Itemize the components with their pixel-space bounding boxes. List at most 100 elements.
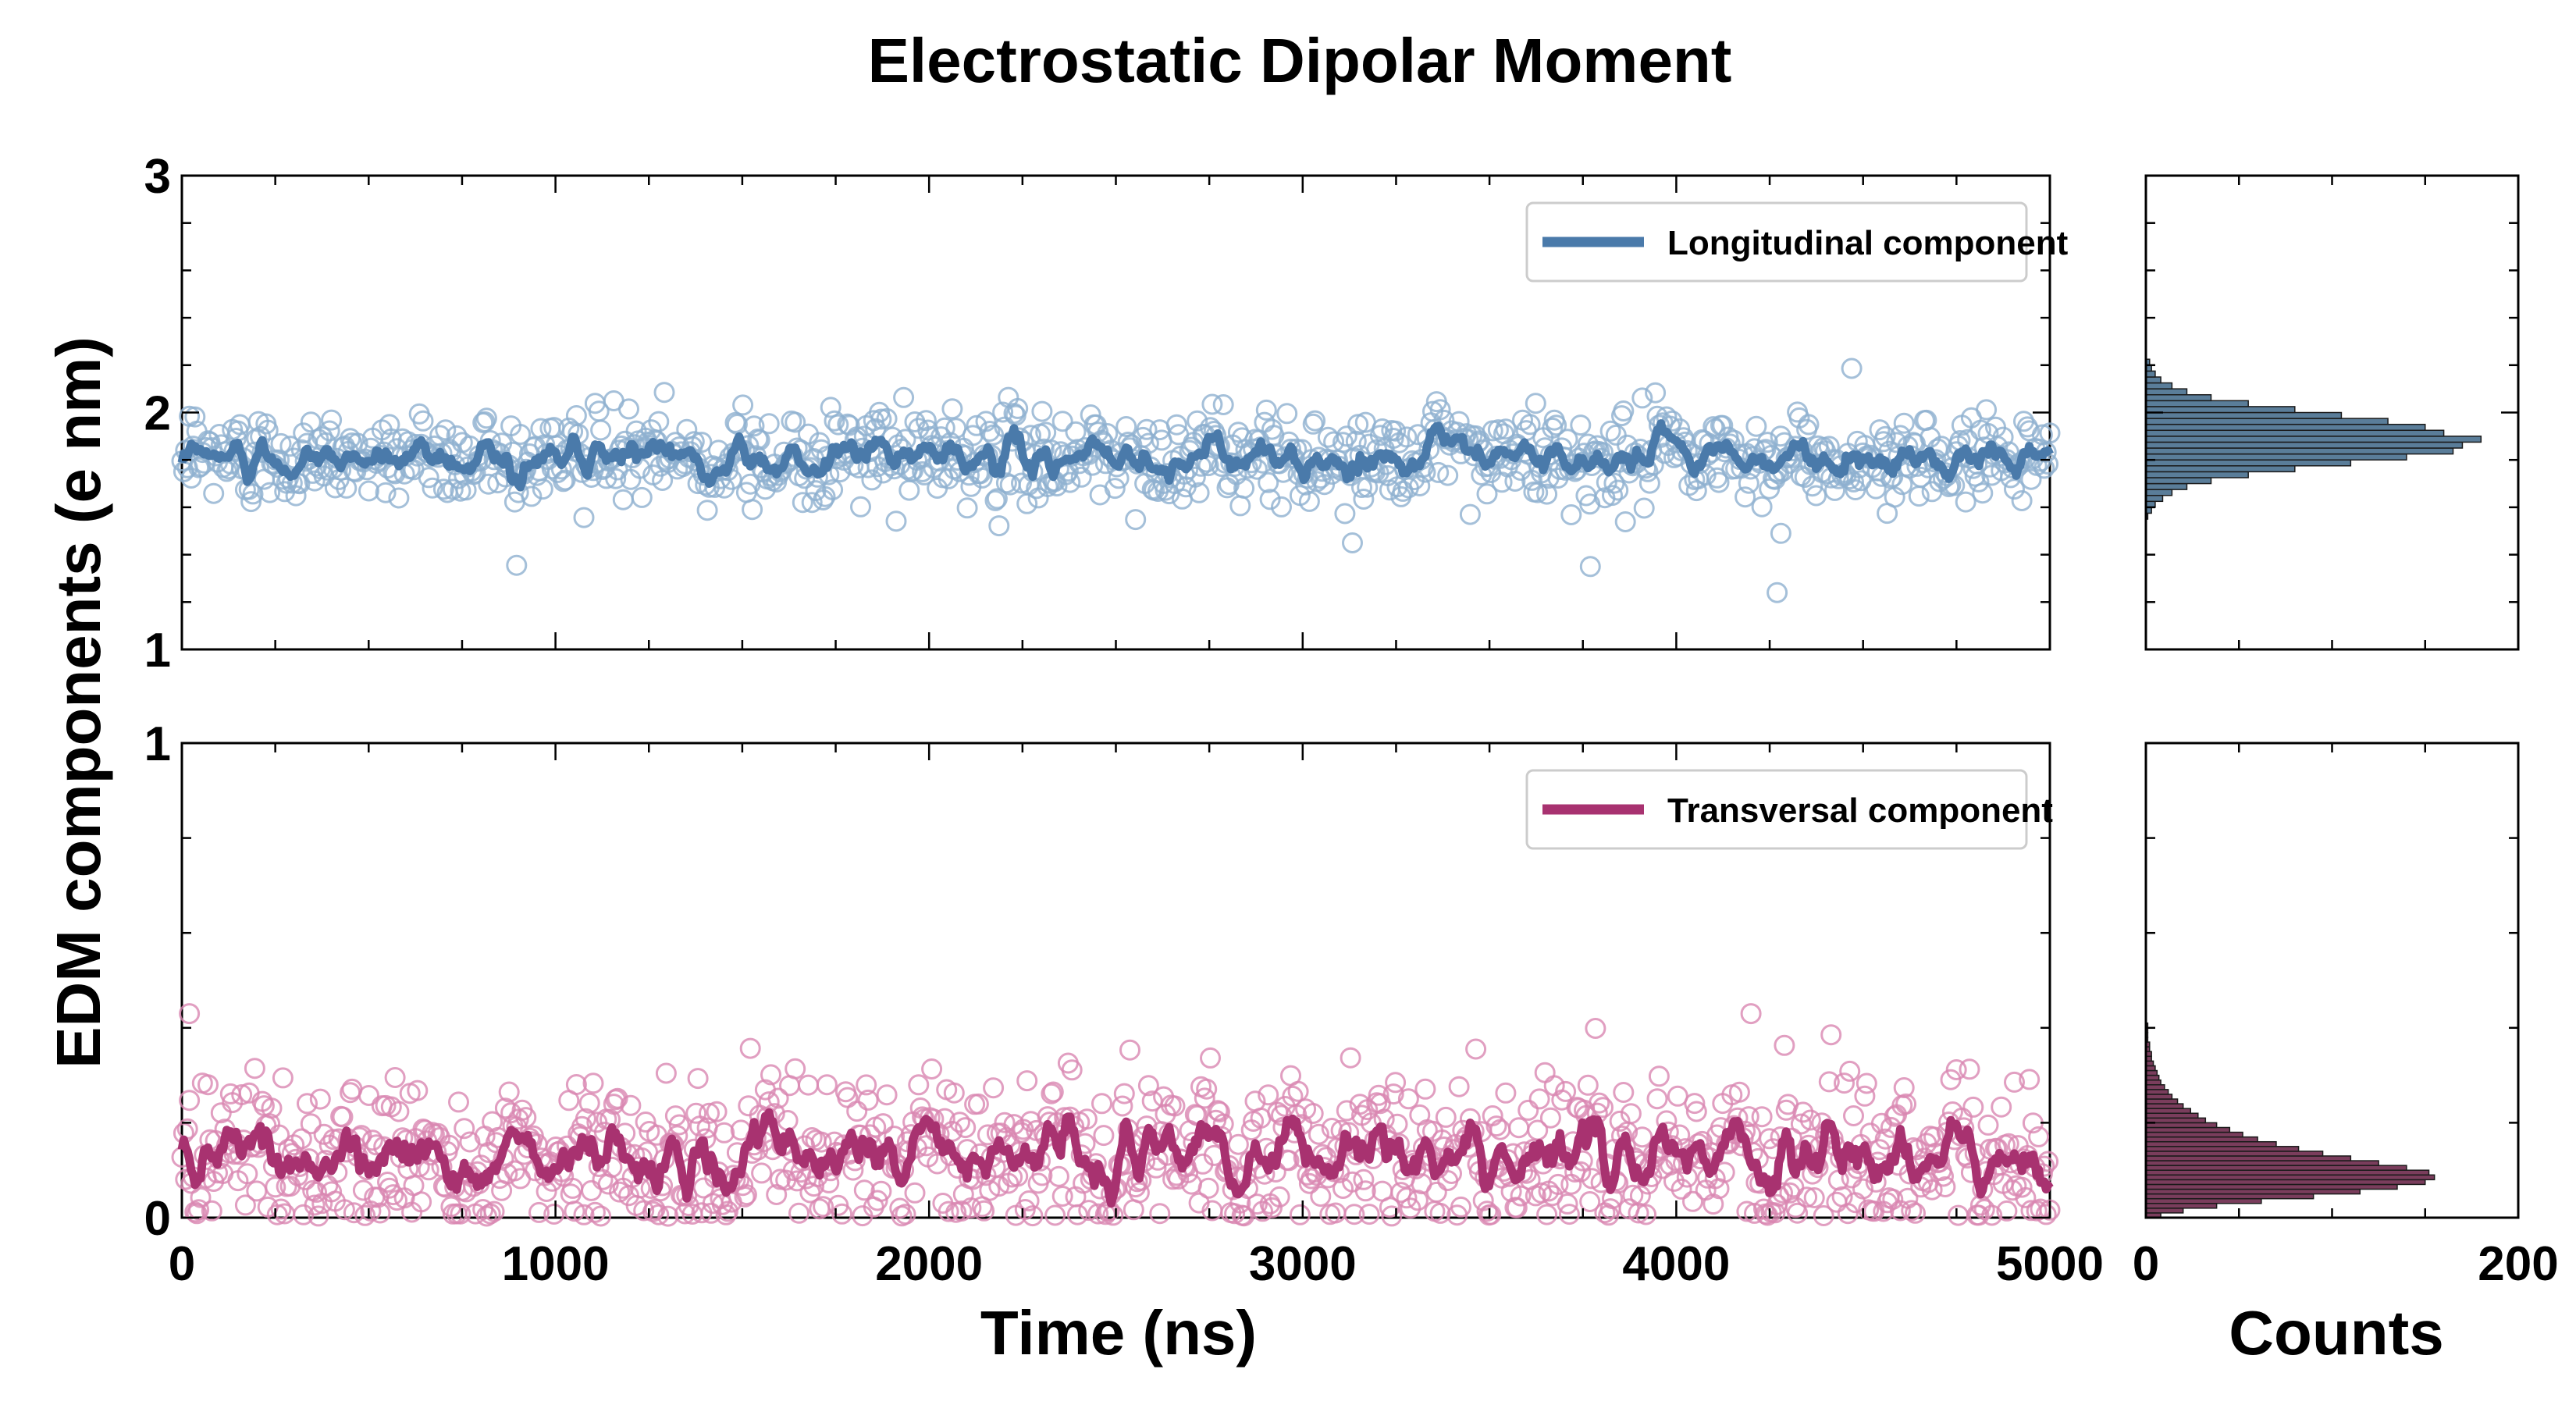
bottom-point [1302, 1103, 1324, 1124]
bottom-histogram-bar [2145, 1155, 2352, 1161]
bottom-histogram-bar [2145, 1188, 2361, 1195]
bottom-point [895, 1204, 916, 1225]
bottom-point [949, 1112, 970, 1133]
bottom-histogram-bar [2145, 1065, 2156, 1072]
bottom-point [1196, 1078, 1218, 1100]
bottom-point [300, 1113, 322, 1135]
bottom-point [2035, 1204, 2057, 1225]
bottom-point [448, 1091, 469, 1113]
top-point [375, 482, 397, 503]
top-point [1031, 400, 1053, 422]
bottom-point [1959, 1058, 1980, 1080]
bottom-point [2011, 1176, 2033, 1198]
bottom-point [361, 1129, 383, 1151]
bottom-point [1128, 1182, 1150, 1204]
bottom-histogram-bar [2145, 1069, 2158, 1076]
top-point [742, 499, 763, 521]
top-point [1136, 418, 1158, 440]
bottom-point [734, 1186, 756, 1208]
top-point [941, 398, 963, 420]
bottom-point [1495, 1082, 1517, 1104]
bottom-point [967, 1093, 989, 1115]
bottom-point [1066, 1204, 1088, 1225]
bottom-point [1669, 1124, 1691, 1146]
top-point [612, 489, 634, 510]
bottom-point [1289, 1204, 1311, 1225]
top-histogram-bar [2145, 494, 2164, 503]
top-point [318, 420, 340, 442]
bottom-point [846, 1101, 868, 1122]
bottom-histogram-bar [2145, 1079, 2161, 1086]
top-point [1542, 417, 1564, 439]
bottom-point [201, 1200, 222, 1222]
top-point [1351, 477, 1372, 498]
top-histogram-bar [2145, 477, 2212, 485]
bottom-point [2004, 1071, 2025, 1093]
top-point [1631, 387, 1653, 409]
top-point [1188, 482, 1210, 503]
bottom-point [668, 1114, 690, 1136]
bottom-point [1803, 1187, 1825, 1208]
top-point [1613, 400, 1635, 422]
top-histogram-bar [2145, 465, 2296, 473]
bottom-point [908, 1074, 930, 1096]
bottom-point [803, 1176, 825, 1197]
bottom-point [1425, 1181, 1447, 1203]
bottom-histogram-bar [2145, 1074, 2160, 1081]
top-point [1495, 418, 1517, 440]
top-point [898, 479, 920, 501]
bottom-point [1396, 1187, 1418, 1209]
top-point [1798, 414, 1820, 436]
top-point [838, 414, 860, 436]
bottom-point [354, 1204, 376, 1226]
top-point [1869, 419, 1891, 441]
bottom-point [655, 1062, 677, 1084]
bottom-point [657, 1205, 679, 1227]
top-point [1841, 357, 1863, 379]
bottom-point [190, 1186, 212, 1208]
bottom-point [1774, 1034, 1795, 1056]
bottom-ytick-label: 1 [144, 717, 171, 771]
bottom-point [304, 1194, 326, 1216]
top-point [203, 482, 225, 504]
bottom-point [384, 1067, 406, 1088]
top-point [1271, 496, 1292, 518]
bottom-point [1579, 1191, 1601, 1212]
top-point [1579, 556, 1601, 578]
bottom-point [1308, 1123, 1329, 1145]
top-point [442, 478, 464, 500]
top-point [1259, 489, 1281, 510]
bottom-point [234, 1194, 256, 1216]
top-point [820, 397, 841, 418]
bottom-point [1485, 1115, 1507, 1137]
bottom-point [1577, 1074, 1599, 1096]
top-point [827, 414, 849, 436]
top-point [824, 410, 845, 432]
top-point [321, 409, 343, 431]
top-point [979, 421, 1001, 442]
bottom-average-line [177, 1108, 2054, 1208]
bottom-point [1962, 1096, 1984, 1118]
bottom-point [1783, 1176, 1805, 1198]
bottom-point [994, 1112, 1016, 1133]
bottom-point [1620, 1103, 1642, 1125]
top-point [1968, 471, 1990, 493]
top-point [1874, 425, 1896, 447]
bottom-point [358, 1085, 379, 1106]
bottom-point [921, 1058, 943, 1080]
top-point [988, 515, 1010, 537]
bottom-point [1343, 1204, 1365, 1225]
top-point [785, 411, 806, 433]
bottom-point [332, 1106, 354, 1128]
top-point [1437, 464, 1459, 486]
bottom-point [459, 1131, 481, 1153]
top-point [743, 415, 765, 437]
top-histogram-bar [2145, 400, 2249, 407]
plot-root: Longitudinal component 1 2 3 Transversal com… [144, 150, 2559, 1291]
bottom-point [494, 1097, 516, 1119]
bottom-point [1354, 1180, 1376, 1202]
bottom-histogram-bar [2145, 1208, 2184, 1214]
bottom-point [1051, 1186, 1073, 1207]
top-point [554, 469, 576, 491]
bottom-point [184, 1201, 206, 1223]
